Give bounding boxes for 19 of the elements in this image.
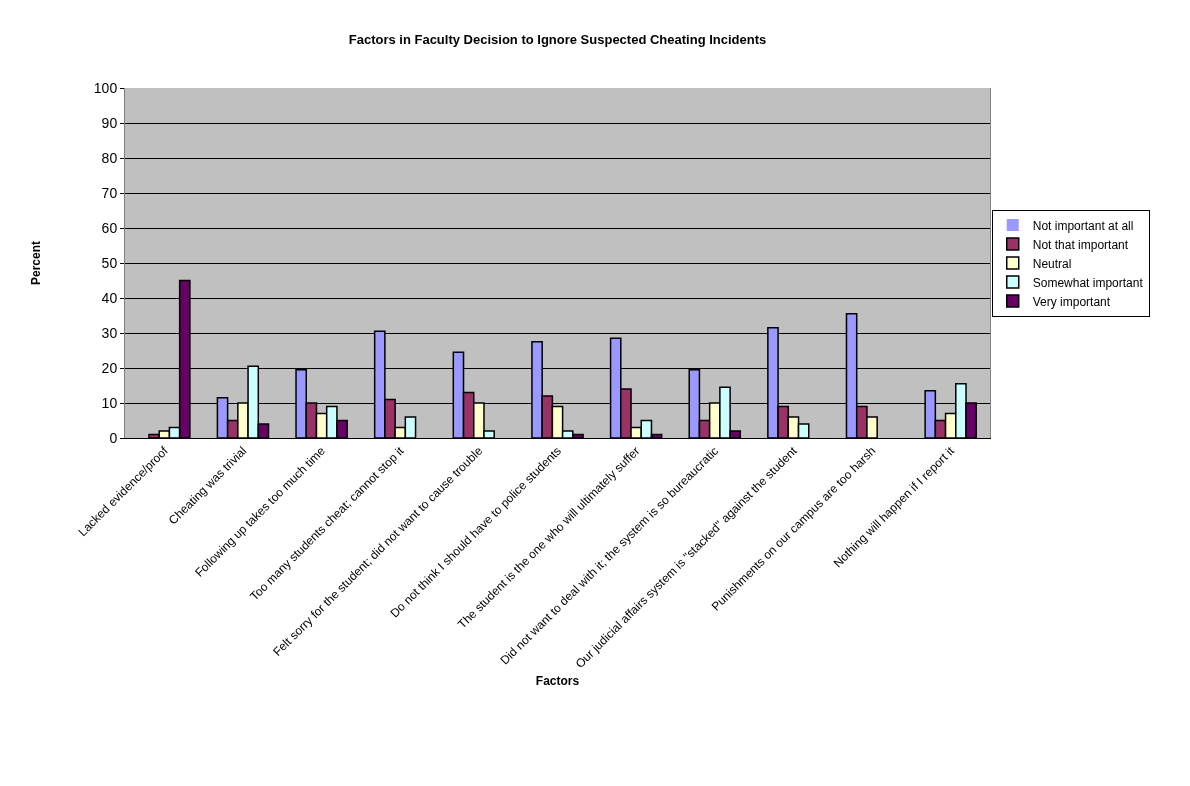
legend-label: Not that important xyxy=(1032,237,1129,252)
y-tick-label: 70 xyxy=(101,184,118,201)
y-tick-label: 90 xyxy=(101,114,118,131)
legend-label: Neutral xyxy=(1032,256,1072,271)
y-tick-label: 10 xyxy=(101,394,118,411)
legend-label: Not important at all xyxy=(1032,218,1134,233)
y-axis-title: Percent xyxy=(29,240,44,286)
legend-label: Somewhat important xyxy=(1032,275,1144,290)
y-tick-label: 50 xyxy=(101,254,118,271)
x-axis-title: Factors xyxy=(535,673,580,688)
chart-title: Factors in Faculty Decision to Ignore Suspected Cheating Incidents xyxy=(348,32,767,48)
y-tick-label: 100 xyxy=(93,79,118,96)
y-tick-label: 20 xyxy=(101,359,118,376)
y-tick-label: 30 xyxy=(101,324,118,341)
legend-label: Very important xyxy=(1032,294,1111,309)
y-tick-label: 40 xyxy=(101,289,118,306)
y-tick-label: 80 xyxy=(101,149,118,166)
y-tick-label: 60 xyxy=(101,219,118,236)
y-tick-label: 0 xyxy=(109,429,118,446)
